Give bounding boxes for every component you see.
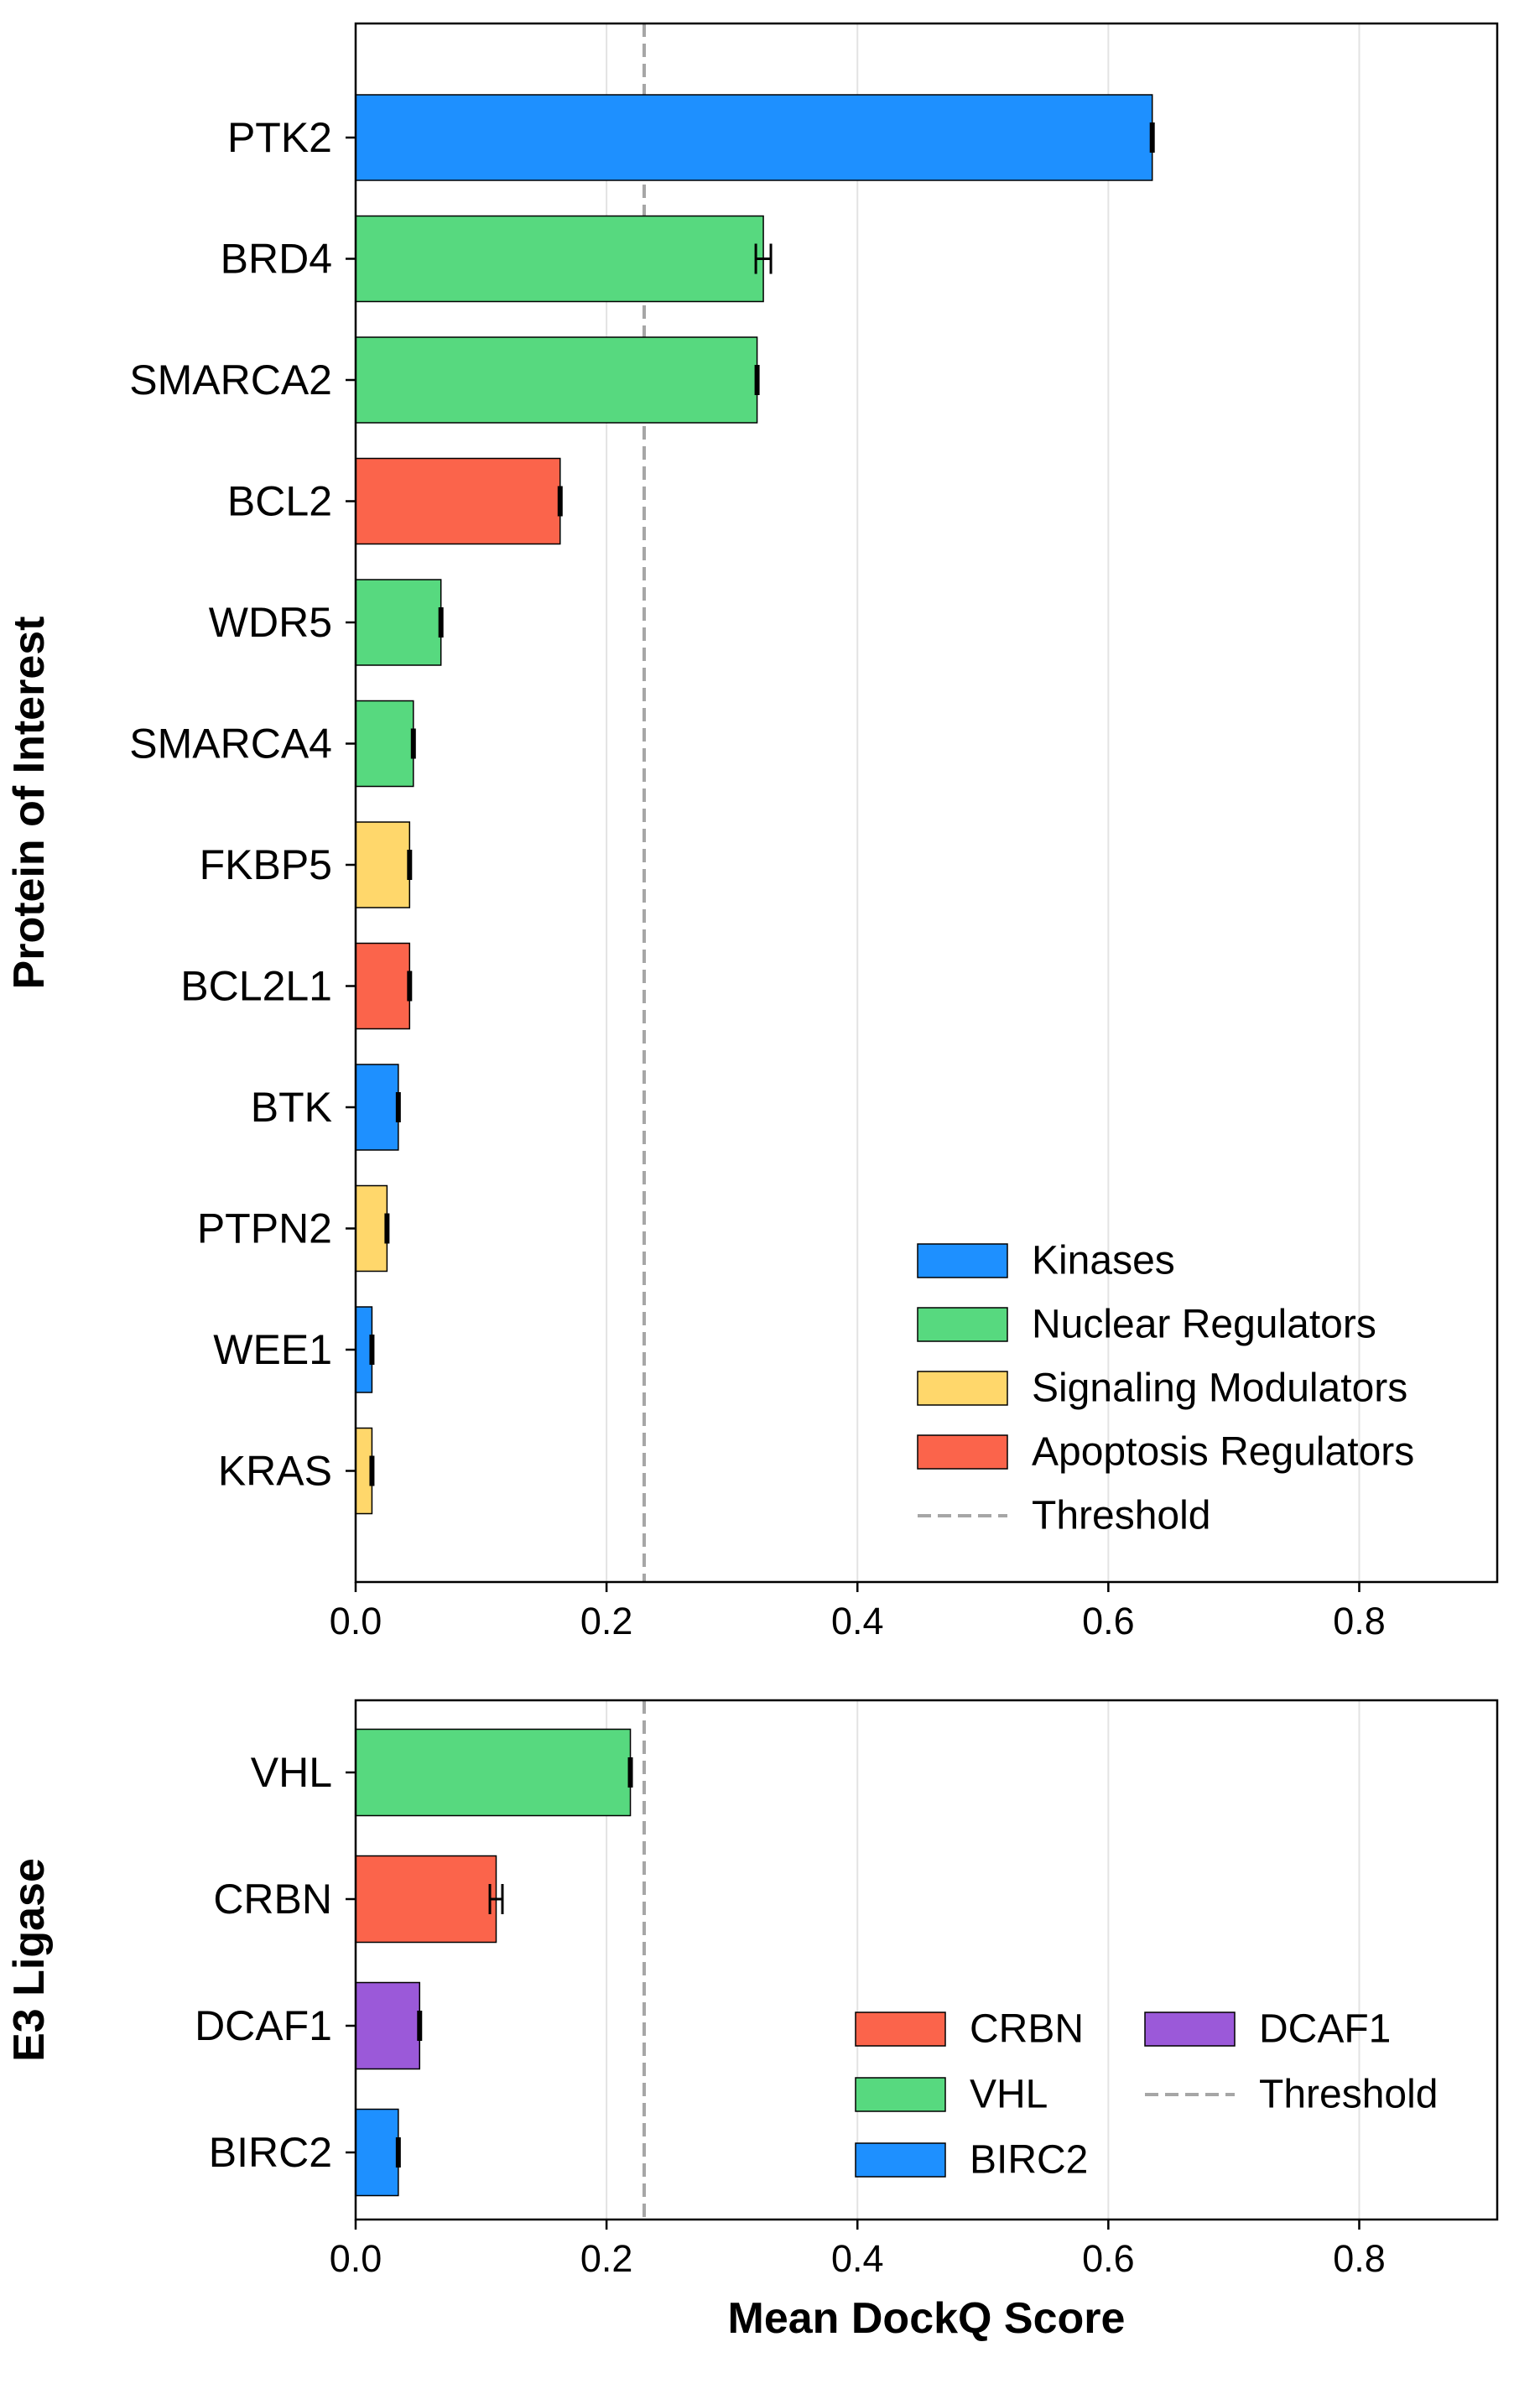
legend-item-nuclear-regulators: Nuclear Regulators [917, 1303, 1376, 1347]
error-bar-fkbp5 [407, 850, 413, 880]
legend-swatch [1144, 2011, 1236, 2047]
e3-ligase-panel: VHL CRBN DCAF1 BIRC2 0.0 0.2 0.4 0.6 0.8 E3 Ligas… [5, 1699, 1499, 2343]
x-tick-label: 0.0 [330, 2237, 382, 2280]
error-bar-btk [395, 1092, 401, 1122]
legend: CRBN VHL BIRC2 DCAF1 Threshold [855, 2007, 1438, 2183]
x-tick-label: 0.6 [1082, 2237, 1135, 2280]
legend-label: CRBN [970, 2007, 1084, 2052]
category-label-brd4: BRD4 [221, 236, 332, 283]
error-bar-dcaf1 [417, 2011, 423, 2041]
category-label-fkbp5: FKBP5 [200, 841, 332, 888]
category-label-smarca2: SMARCA2 [129, 356, 332, 403]
bar-bcl2l1 [355, 942, 411, 1030]
bar-wdr5 [355, 579, 442, 666]
error-bar-brd4 [754, 243, 773, 274]
category-label-wee1: WEE1 [213, 1326, 332, 1373]
x-tick-label: 0.8 [1333, 2237, 1386, 2280]
legend-swatch [855, 2142, 946, 2178]
category-label-smarca4: SMARCA4 [129, 721, 332, 768]
error-bar-bcl2l1 [407, 971, 413, 1002]
x-tick-label: 0.6 [1082, 1600, 1135, 1642]
category-label-ptpn2: PTPN2 [197, 1205, 332, 1252]
legend-item-birc2: BIRC2 [855, 2138, 1088, 2183]
category-label-bcl2: BCL2 [227, 478, 332, 525]
legend-item-threshold: Threshold [1145, 2073, 1438, 2117]
category-label-vhl: VHL [251, 1749, 332, 1796]
bar-vhl [355, 1728, 632, 1817]
bar-brd4 [355, 215, 764, 303]
x-tick-label: 0.0 [330, 1600, 382, 1642]
legend-swatch [917, 1371, 1008, 1406]
y-axis-title: Protein of Interest [5, 617, 54, 990]
x-axis-title: Mean DockQ Score [728, 2294, 1126, 2343]
category-label-bcl2l1: BCL2L1 [180, 963, 332, 1010]
legend-item-threshold: Threshold [918, 1494, 1210, 1538]
category-label-dcaf1: DCAF1 [195, 2002, 332, 2049]
legend-swatch [855, 2011, 946, 2047]
x-tick-label: 0.8 [1333, 1600, 1386, 1642]
poi-panel: PTK2 BRD4 SMARCA2 BCL2 WDR5 SMARCA4 FKBP5 BCL2L… [5, 22, 1499, 1642]
legend-swatch [917, 1243, 1008, 1278]
legend-swatch [855, 2077, 946, 2112]
bar-birc2 [355, 2108, 399, 2197]
axes-frame [354, 1699, 1499, 2221]
error-bar-bcl2 [557, 486, 563, 517]
legend-item-signaling-modulators: Signaling Modulators [917, 1366, 1407, 1411]
axes-frame [354, 22, 1499, 1584]
x-tick-label: 0.4 [831, 1600, 884, 1642]
legend-label: VHL [970, 2073, 1048, 2117]
y-axis-title: E3 Ligase [5, 1858, 54, 2062]
error-bar-kras [369, 1455, 375, 1486]
legend-item-crbn: CRBN [855, 2007, 1084, 2052]
bar-smarca4 [355, 700, 414, 788]
legend-label: Threshold [1032, 1494, 1210, 1538]
bar-dcaf1 [355, 1981, 421, 2070]
bar-crbn [355, 1855, 497, 1944]
category-label-birc2: BIRC2 [209, 2129, 332, 2176]
legend-item-vhl: VHL [855, 2073, 1048, 2117]
error-bar-wee1 [369, 1335, 375, 1365]
category-label-crbn: CRBN [213, 1876, 332, 1923]
legend-item-apoptosis-regulators: Apoptosis Regulators [917, 1430, 1414, 1475]
category-label-kras: KRAS [218, 1448, 332, 1495]
legend-item-dcaf1: DCAF1 [1144, 2007, 1391, 2052]
x-tick-label: 0.4 [831, 2237, 884, 2280]
bar-fkbp5 [355, 821, 411, 908]
bar-bcl2 [355, 457, 561, 545]
legend-swatch [917, 1434, 1008, 1470]
error-bar-crbn [488, 1884, 504, 1914]
error-bar-birc2 [395, 2137, 401, 2168]
error-bar-wdr5 [438, 607, 444, 638]
error-bar-ptpn2 [384, 1213, 390, 1244]
legend-label: DCAF1 [1259, 2007, 1391, 2052]
error-bar-smarca4 [410, 728, 416, 759]
error-bar-smarca2 [754, 365, 760, 395]
bar-smarca2 [355, 336, 758, 424]
legend-label: Nuclear Regulators [1032, 1303, 1376, 1347]
category-label-btk: BTK [251, 1084, 332, 1131]
legend: Kinases Nuclear Regulators Signaling Modul… [917, 1239, 1414, 1538]
x-tick-label: 0.2 [580, 1600, 633, 1642]
legend-swatch [917, 1307, 1008, 1342]
bar-btk [355, 1064, 399, 1151]
category-label-wdr5: WDR5 [209, 599, 332, 646]
error-bar-vhl [627, 1757, 633, 1788]
category-label-ptk2: PTK2 [227, 114, 332, 161]
bar-ptpn2 [355, 1184, 388, 1272]
error-bar-ptk2 [1149, 122, 1155, 153]
bar-ptk2 [355, 94, 1153, 181]
legend-label: Threshold [1259, 2073, 1438, 2117]
legend-label: Kinases [1032, 1239, 1175, 1283]
legend-label: BIRC2 [970, 2138, 1088, 2183]
legend-item-kinases: Kinases [917, 1239, 1175, 1283]
legend-label: Signaling Modulators [1032, 1366, 1407, 1411]
x-tick-label: 0.2 [580, 2237, 633, 2280]
legend-label: Apoptosis Regulators [1032, 1430, 1414, 1475]
